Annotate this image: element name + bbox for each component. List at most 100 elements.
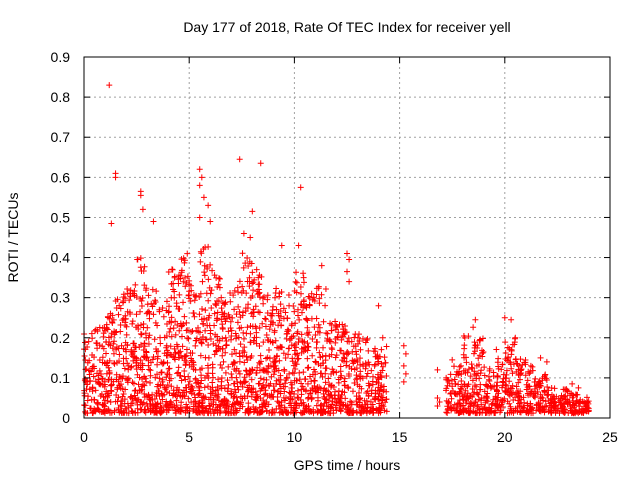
data-point-602 [168,314,175,321]
data-point-424 [152,374,159,381]
data-point-154 [104,408,111,415]
data-point-1597 [304,364,311,371]
data-point-2147 [470,324,477,331]
data-point-321 [127,394,134,401]
data-point-174 [111,409,118,416]
data-point-739 [191,313,198,320]
data-point-774 [187,282,194,289]
data-point-239 [118,403,125,410]
data-point-439 [144,324,151,331]
data-point-1948 [357,368,364,375]
data-point-520 [157,340,164,347]
data-point-938 [208,304,215,311]
data-point-1866 [349,388,356,395]
data-point-469 [144,402,151,409]
data-point-1343 [269,307,276,314]
data-point-1556 [294,387,301,394]
x-tick-label-2: 10 [287,429,303,445]
x-tick-label-1: 5 [185,429,193,445]
data-point-231 [120,291,127,298]
y-tick-label-8: 0.8 [51,89,71,105]
data-point-325 [126,297,133,304]
data-point-2724 [236,156,243,163]
data-point-716 [183,319,190,326]
data-point-19 [82,339,89,346]
data-point-109 [100,333,107,340]
data-point-127 [109,312,116,319]
data-point-2746 [344,250,350,257]
data-point-558 [161,334,168,341]
data-point-694 [185,292,192,299]
data-point-699 [178,267,185,274]
data-point-1319 [266,326,273,333]
x-tick-label-5: 25 [602,429,618,445]
data-point-952 [209,374,216,381]
data-point-350 [138,331,145,338]
data-point-709 [178,256,185,263]
data-point-156 [104,362,111,369]
data-point-2327 [493,346,500,353]
data-point-897 [214,283,221,290]
data-point-821 [201,269,208,276]
y-tick-label-2: 0.2 [51,330,71,346]
data-point-2387 [506,378,513,385]
data-point-468 [154,361,161,368]
data-point-464 [151,396,158,403]
data-point-766 [190,366,197,373]
data-point-2737 [249,208,256,215]
data-point-777 [188,357,195,364]
data-point-628 [169,266,176,273]
data-point-436 [144,301,151,308]
data-point-656 [176,327,183,334]
data-point-397 [141,263,148,270]
data-point-354 [143,378,150,385]
data-point-1680 [320,344,327,351]
data-point-1523 [293,279,300,286]
x-tick-label-0: 0 [80,429,88,445]
data-point-1758 [328,327,335,334]
data-point-453 [153,348,160,355]
data-point-410 [140,347,147,354]
data-point-391 [141,340,148,347]
data-point-58 [81,390,88,397]
data-point-253 [115,406,122,413]
data-point-1499 [298,380,305,387]
data-point-399 [137,308,144,315]
data-point-1805 [341,375,348,382]
data-point-1613 [305,343,312,350]
data-point-1533 [296,376,303,383]
data-point-90 [99,354,106,361]
data-point-585 [173,341,180,348]
chart-title: Day 177 of 2018, Rate Of TEC Index for r… [183,19,510,35]
data-point-98 [95,406,102,413]
data-point-1031 [223,342,230,349]
data-point-452 [146,366,153,373]
data-point-2730 [198,174,205,181]
data-point-126 [110,350,117,357]
data-point-1084 [228,327,235,334]
data-point-637 [169,392,176,399]
data-point-517 [159,378,166,385]
data-point-832 [201,272,208,279]
data-point-455 [154,322,161,329]
data-point-1645 [301,376,308,383]
data-point-353 [141,282,148,289]
data-point-603 [170,280,177,287]
data-point-1269 [257,352,264,359]
data-point-1833 [341,378,348,385]
data-point-697 [178,333,185,340]
data-point-355 [137,357,144,364]
data-point-1304 [261,391,268,398]
data-point-629 [165,269,172,276]
y-axis-label: ROTI / TECUs [5,193,21,283]
data-point-720 [183,401,190,408]
data-point-680 [180,299,187,306]
data-point-1538 [299,383,306,390]
data-point-2752 [379,334,386,341]
data-point-985 [222,334,229,341]
data-point-157 [103,350,110,357]
data-point-787 [187,349,194,356]
data-point-1675 [314,394,321,401]
data-point-574 [172,331,179,338]
data-point-713 [178,377,185,384]
